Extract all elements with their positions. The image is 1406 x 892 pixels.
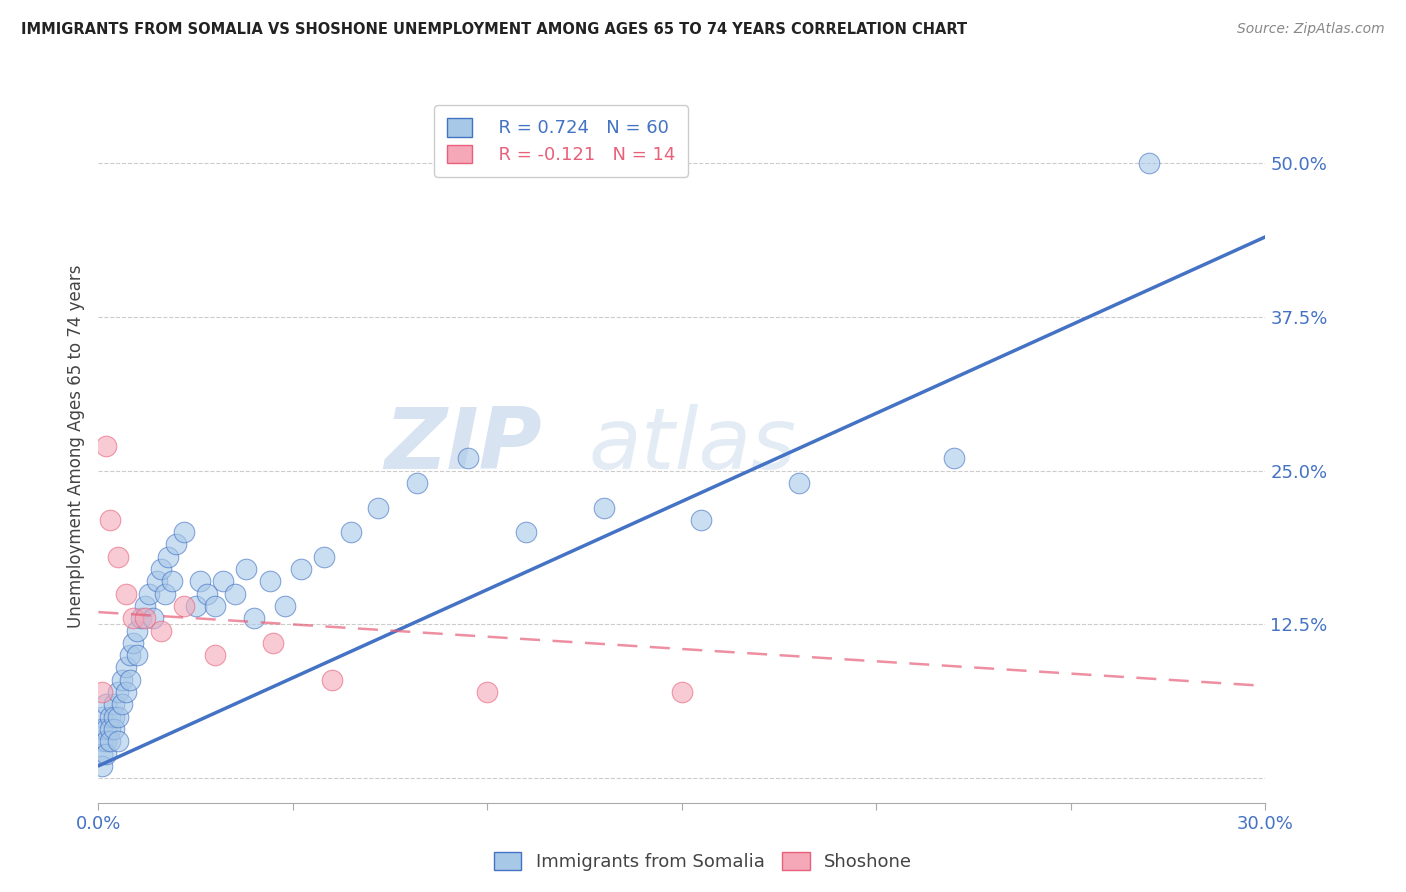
Point [138,587,160,601]
Point [149,624,172,638]
Point [98,513,121,527]
Point [515,525,537,540]
Point [943,451,966,466]
Text: IMMIGRANTS FROM SOMALIA VS SHOSHONE UNEMPLOYMENT AMONG AGES 65 TO 74 YEARS CORRE: IMMIGRANTS FROM SOMALIA VS SHOSHONE UNEM… [21,22,967,37]
Point [787,475,810,490]
Point [129,611,152,625]
Text: ZIP: ZIP [384,404,541,488]
Point [274,599,297,613]
Legend:   R = 0.724   N = 60,   R = -0.121   N = 14: R = 0.724 N = 60, R = -0.121 N = 14 [434,105,688,177]
Point [671,685,693,699]
Point [146,574,169,589]
Text: Source: ZipAtlas.com: Source: ZipAtlas.com [1237,22,1385,37]
Point [107,734,129,748]
Point [367,500,389,515]
Point [103,709,125,723]
Point [118,648,141,662]
Point [96,747,118,761]
Point [259,574,281,589]
Point [290,562,312,576]
Point [91,722,114,736]
Legend: Immigrants from Somalia, Shoshone: Immigrants from Somalia, Shoshone [486,845,920,879]
Point [91,709,114,723]
Point [477,685,499,699]
Point [111,698,134,712]
Point [204,599,226,613]
Point [91,759,114,773]
Point [114,587,136,601]
Point [96,734,118,748]
Point [262,636,284,650]
Point [406,475,429,490]
Point [107,685,129,699]
Point [157,549,180,564]
Point [195,587,218,601]
Point [134,611,156,625]
Point [165,537,187,551]
Point [96,698,118,712]
Point [212,574,235,589]
Point [184,599,207,613]
Point [122,611,145,625]
Point [153,587,176,601]
Y-axis label: Unemployment Among Ages 65 to 74 years: Unemployment Among Ages 65 to 74 years [66,264,84,628]
Point [457,451,479,466]
Point [235,562,257,576]
Point [142,611,165,625]
Point [340,525,363,540]
Point [91,734,114,748]
Point [103,698,125,712]
Point [91,685,114,699]
Point [107,549,129,564]
Point [690,513,713,527]
Point [98,722,121,736]
Point [122,636,145,650]
Point [98,709,121,723]
Point [91,747,114,761]
Point [149,562,172,576]
Point [224,587,246,601]
Point [1137,156,1160,170]
Text: atlas: atlas [589,404,797,488]
Point [107,709,129,723]
Point [173,599,195,613]
Point [127,624,149,638]
Point [114,660,136,674]
Point [118,673,141,687]
Point [134,599,156,613]
Point [321,673,343,687]
Point [111,673,134,687]
Point [103,722,125,736]
Point [204,648,226,662]
Point [243,611,266,625]
Point [593,500,616,515]
Point [114,685,136,699]
Point [188,574,211,589]
Point [162,574,184,589]
Point [96,722,118,736]
Point [127,648,149,662]
Point [98,734,121,748]
Point [173,525,195,540]
Point [96,439,118,453]
Point [312,549,335,564]
